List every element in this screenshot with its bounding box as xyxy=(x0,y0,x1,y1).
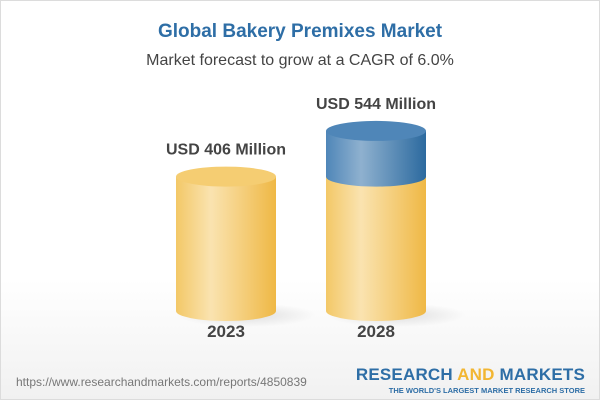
bar-top-2023 xyxy=(176,166,276,187)
category-label: 2028 xyxy=(357,322,395,341)
category-label: 2023 xyxy=(207,322,245,341)
chart-title: Global Bakery Premixes Market xyxy=(157,21,443,42)
bar-2028-base xyxy=(326,176,426,321)
bar-top-2028 xyxy=(326,120,426,141)
logo-text: MARKETS xyxy=(494,365,585,384)
bar-2023 xyxy=(176,176,276,321)
source-url[interactable]: https://www.researchandmarkets.com/repor… xyxy=(16,375,307,389)
logo-text-accent: AND xyxy=(457,365,495,384)
logo-tagline: THE WORLD'S LARGEST MARKET RESEARCH STOR… xyxy=(388,386,585,395)
logo-text: RESEARCH xyxy=(355,365,458,384)
chart-subtitle: Market forecast to grow at a CAGR of 6.0… xyxy=(146,52,454,69)
data-label: USD 544 Million xyxy=(316,96,436,113)
bar-2028-growth xyxy=(326,130,426,187)
data-label: USD 406 Million xyxy=(166,142,286,159)
research-and-markets-logo: RESEARCH AND MARKETS THE WORLD'S LARGEST… xyxy=(356,365,585,395)
